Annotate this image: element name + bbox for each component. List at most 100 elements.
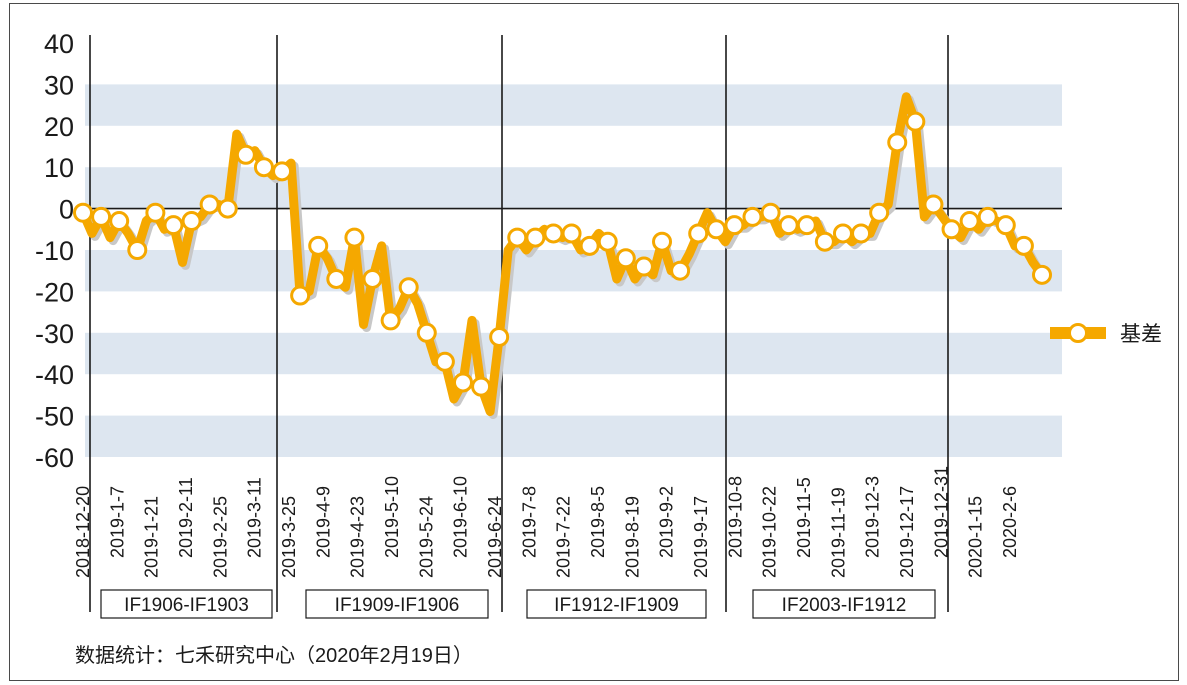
y-tick-label: -30 xyxy=(35,319,74,349)
data-point xyxy=(362,268,383,289)
x-tick-label: 2019-9-17 xyxy=(691,496,711,578)
data-point xyxy=(796,215,817,236)
x-tick-label: 2019-7-22 xyxy=(554,496,574,578)
y-tick-label: 0 xyxy=(59,195,74,225)
data-point xyxy=(525,227,546,248)
y-axis-ticks: 40 30 20 10 0 -10 -20 -30 -40 -50 -60 xyxy=(35,29,74,473)
data-point xyxy=(217,198,238,219)
data-point xyxy=(778,215,799,236)
x-tick-label: 2020-2-6 xyxy=(1000,486,1020,558)
data-point xyxy=(615,248,636,269)
data-point xyxy=(760,202,781,223)
x-tick-label: 2019-4-23 xyxy=(348,496,368,578)
x-tick-label: 2019-6-10 xyxy=(451,476,471,558)
x-tick-label: 2019-5-24 xyxy=(416,496,436,578)
data-point xyxy=(109,211,130,232)
data-point xyxy=(235,144,256,165)
grid-bands xyxy=(85,84,1062,457)
data-point xyxy=(977,206,998,227)
data-point xyxy=(959,211,980,232)
x-tick-label: 2019-12-31 xyxy=(931,466,951,558)
data-point xyxy=(73,202,93,223)
x-tick-label: 2019-1-7 xyxy=(107,486,127,558)
data-point xyxy=(471,376,492,397)
data-point xyxy=(344,227,365,248)
contract-label-box xyxy=(752,589,936,619)
data-point xyxy=(543,223,564,244)
y-tick-label: -40 xyxy=(35,360,74,390)
data-point xyxy=(670,260,691,281)
data-point xyxy=(380,310,401,331)
data-point xyxy=(869,202,890,223)
contract-label: IF2003-IF1912 xyxy=(782,595,907,616)
x-tick-label: 2019-10-22 xyxy=(760,486,780,578)
x-tick-label: 2019-2-11 xyxy=(176,477,196,558)
series-basis xyxy=(73,92,1052,419)
data-point xyxy=(832,223,853,244)
data-point xyxy=(724,215,745,236)
x-tick-label: 2019-12-17 xyxy=(897,486,917,578)
data-point xyxy=(91,206,112,227)
x-tick-label: 2019-10-8 xyxy=(725,476,745,558)
x-tick-label: 2019-4-9 xyxy=(313,486,333,558)
contract-label-box xyxy=(526,589,707,619)
data-point xyxy=(633,256,654,277)
data-point xyxy=(272,161,293,182)
contract-label: IF1909-IF1906 xyxy=(335,595,460,616)
x-tick-label: 2019-7-8 xyxy=(519,486,539,558)
data-point xyxy=(688,223,709,244)
data-point xyxy=(941,219,962,240)
data-point xyxy=(851,223,872,244)
data-point xyxy=(706,219,727,240)
y-tick-label: -10 xyxy=(35,236,74,266)
data-point xyxy=(416,322,437,343)
data-point xyxy=(923,194,944,215)
data-point xyxy=(1013,235,1034,256)
grid-band xyxy=(85,332,1062,375)
grid-band xyxy=(85,415,1062,457)
data-point xyxy=(398,277,419,298)
x-tick-label: 2019-2-25 xyxy=(210,496,230,578)
y-tick-label: 30 xyxy=(44,70,74,100)
data-point xyxy=(253,157,274,178)
x-tick-label: 2020-1-15 xyxy=(966,496,986,578)
data-point xyxy=(452,372,473,393)
y-tick-label: -60 xyxy=(35,443,74,473)
x-tick-label: 2019-11-5 xyxy=(794,477,814,558)
data-point xyxy=(434,351,455,372)
x-tick-label: 2019-9-2 xyxy=(657,486,677,558)
data-point xyxy=(290,285,311,306)
contract-label: IF1906-IF1903 xyxy=(124,595,249,616)
data-point xyxy=(1032,264,1052,285)
data-point xyxy=(995,215,1016,236)
legend-label: 基差 xyxy=(1120,323,1162,346)
x-tick-label: 2019-12-3 xyxy=(863,476,883,558)
data-point xyxy=(579,235,600,256)
contract-label: IF1912-IF1909 xyxy=(554,595,679,616)
data-point xyxy=(905,111,926,132)
data-point xyxy=(127,240,148,260)
data-point xyxy=(561,223,582,244)
data-point xyxy=(814,231,835,252)
data-point xyxy=(181,211,202,232)
contract-label-box xyxy=(305,589,489,619)
data-point xyxy=(597,231,618,252)
grid-band xyxy=(85,250,1062,292)
x-tick-label: 2019-3-25 xyxy=(279,496,299,578)
x-tick-label: 2019-8-19 xyxy=(622,496,642,578)
y-tick-label: -20 xyxy=(35,277,74,307)
x-tick-label: 2019-5-10 xyxy=(382,476,402,558)
y-tick-label: 40 xyxy=(44,29,74,59)
y-tick-label: -50 xyxy=(35,402,74,432)
footer-source: 数据统计：七禾研究中心（2020年2月19日） xyxy=(75,644,473,667)
x-tick-label: 2019-3-11 xyxy=(245,477,265,558)
legend-marker xyxy=(1068,323,1088,343)
contract-label-box xyxy=(100,589,273,619)
data-point xyxy=(652,231,673,252)
data-point xyxy=(489,326,510,347)
x-tick-label: 2019-1-21 xyxy=(142,496,162,578)
data-point xyxy=(507,227,528,248)
contract-dividers: IF1906-IF1903 IF1909-IF1906 IF1912-IF1909 I… xyxy=(89,35,949,619)
data-point xyxy=(199,194,220,215)
x-tick-label: 2019-6-24 xyxy=(485,496,505,578)
